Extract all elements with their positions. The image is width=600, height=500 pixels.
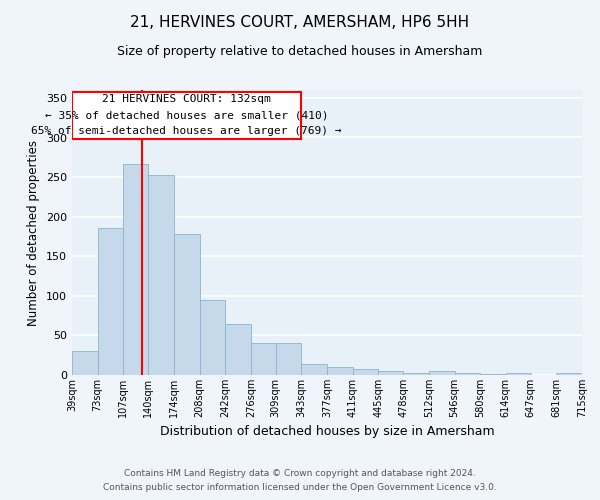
Text: Contains HM Land Registry data © Crown copyright and database right 2024.: Contains HM Land Registry data © Crown c… (124, 468, 476, 477)
Bar (506, 374, 530, 375)
Text: Contains public sector information licensed under the Open Government Licence v3: Contains public sector information licen… (103, 484, 497, 492)
Bar (199, 300, 225, 375)
Y-axis label: Number of detached properties: Number of detached properties (28, 140, 40, 326)
Bar (72, 351, 98, 375)
Text: 65% of semi-detached houses are larger (769) →: 65% of semi-detached houses are larger (… (31, 126, 342, 136)
Bar (429, 371, 455, 375)
X-axis label: Distribution of detached houses by size in Amersham: Distribution of detached houses by size … (160, 426, 494, 438)
Bar (124, 164, 148, 375)
Bar (480, 374, 506, 375)
Bar (556, 374, 582, 375)
Bar (225, 324, 251, 375)
Bar (455, 374, 480, 375)
Text: ← 35% of detached houses are smaller (410): ← 35% of detached houses are smaller (41… (45, 110, 328, 120)
Text: 21 HERVINES COURT: 132sqm: 21 HERVINES COURT: 132sqm (102, 94, 271, 104)
Bar (379, 371, 403, 375)
Bar (403, 374, 429, 375)
Bar (301, 364, 327, 375)
Bar (98, 228, 124, 375)
Text: Size of property relative to detached houses in Amersham: Size of property relative to detached ho… (118, 45, 482, 58)
Text: 21, HERVINES COURT, AMERSHAM, HP6 5HH: 21, HERVINES COURT, AMERSHAM, HP6 5HH (130, 15, 470, 30)
Bar (72, 92, 301, 139)
Bar (251, 344, 275, 375)
Bar (353, 370, 379, 375)
Bar (327, 367, 353, 375)
Bar (174, 234, 199, 375)
Bar (148, 176, 174, 375)
Bar (275, 344, 301, 375)
